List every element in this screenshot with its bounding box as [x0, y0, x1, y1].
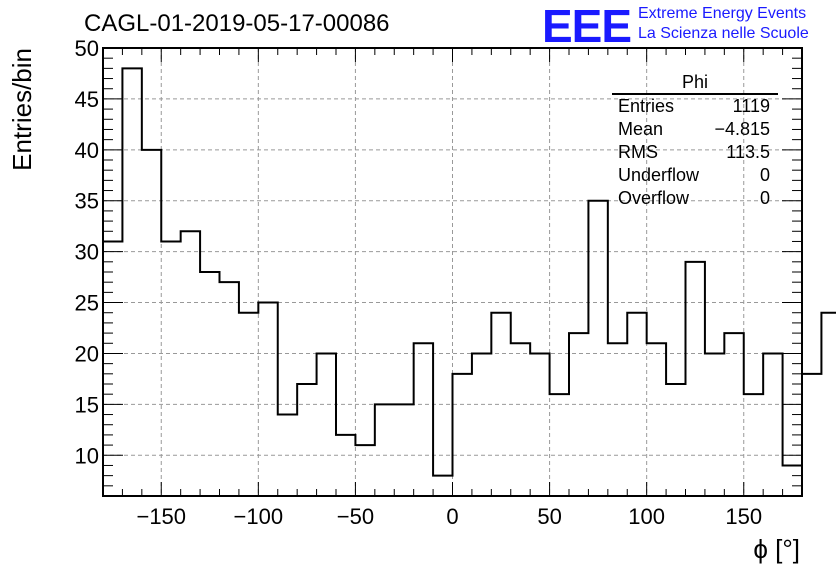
stats-row-mean: Mean −4.815 — [612, 118, 778, 141]
y-axis-title: Entries/bin — [7, 48, 37, 171]
stats-label: Entries — [618, 96, 675, 116]
y-tick-label: 45 — [75, 87, 99, 112]
stats-label: Underflow — [618, 165, 700, 185]
stats-value: 0 — [759, 188, 770, 208]
x-tick-label: 150 — [725, 504, 762, 529]
y-tick-labels: 10 15 20 25 30 35 40 45 50 — [75, 36, 99, 468]
y-tick-label: 15 — [75, 392, 99, 417]
y-tick-label: 10 — [75, 443, 99, 468]
stats-value: −4.815 — [714, 119, 770, 139]
y-tick-label: 25 — [75, 291, 99, 316]
x-tick-label: −50 — [337, 504, 374, 529]
stats-row-underflow: Underflow 0 — [612, 164, 778, 187]
y-tick-label: 50 — [75, 36, 99, 61]
stats-name: Phi — [612, 72, 778, 95]
x-tick-labels: −150 −100 −50 0 50 100 150 — [136, 504, 762, 529]
stats-label: RMS — [618, 142, 658, 162]
x-tick-label: 50 — [537, 504, 561, 529]
y-tick-label: 20 — [75, 341, 99, 366]
histogram-step-line — [103, 67, 836, 477]
logo-line-1: Extreme Energy Events — [638, 5, 807, 22]
stats-value: 0 — [759, 165, 770, 185]
logo-line-2: La Scienza nelle Scuole — [638, 25, 809, 42]
stats-box: Phi Entries 1119 Mean −4.815 RMS 113.5 U… — [612, 72, 778, 210]
x-tick-label: 100 — [628, 504, 665, 529]
y-tick-label: 40 — [75, 138, 99, 163]
x-axis-title: ϕ [°] — [753, 534, 800, 564]
y-tick-label: 35 — [75, 189, 99, 214]
stats-label: Overflow — [618, 188, 690, 208]
y-tick-label: 30 — [75, 240, 99, 265]
stats-row-rms: RMS 113.5 — [612, 141, 778, 164]
stats-row-overflow: Overflow 0 — [612, 187, 778, 210]
stats-value: 1119 — [732, 96, 770, 116]
x-tick-label: 0 — [446, 504, 458, 529]
stats-label: Mean — [618, 119, 664, 139]
eee-logo: EEE — [542, 0, 632, 52]
stats-value: 113.5 — [726, 142, 770, 162]
chart-title: CAGL-01-2019-05-17-00086 — [84, 10, 390, 37]
stats-row-entries: Entries 1119 — [612, 95, 778, 118]
axis-ticks — [102, 47, 803, 497]
x-tick-label: −100 — [234, 504, 284, 529]
x-tick-label: −150 — [136, 504, 186, 529]
